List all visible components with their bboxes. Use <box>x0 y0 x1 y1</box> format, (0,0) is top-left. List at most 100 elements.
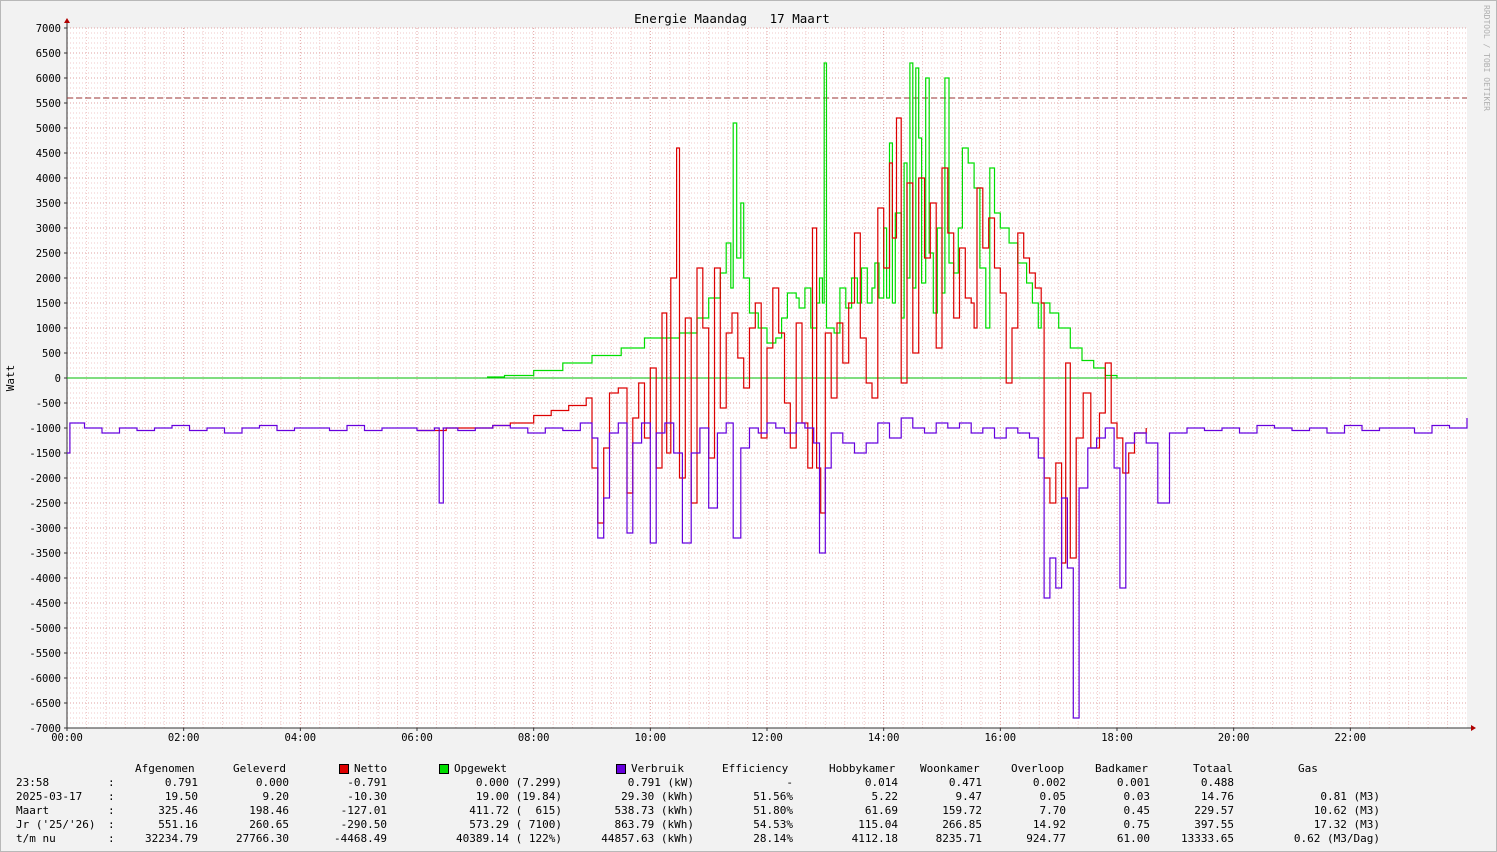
stat-woonkamer: 159.72 <box>942 804 982 817</box>
x-axis-arrow <box>1471 725 1476 731</box>
header-geleverd: Geleverd <box>233 762 286 775</box>
stat-netto: -4468.49 <box>334 832 387 845</box>
stat-netto: -0.791 <box>347 776 387 789</box>
stat-woonkamer: 8235.71 <box>935 832 982 845</box>
stat-opgewekt: 0.000 (7.299) <box>475 776 562 789</box>
stat-totaal: 14.76 <box>1200 790 1234 803</box>
header-gas: Gas <box>1298 762 1318 775</box>
stat-opgewekt: 411.72 ( 615) <box>469 804 562 817</box>
stat-overloop: 0.002 <box>1032 776 1066 789</box>
header-opgewekt: Opgewekt <box>454 762 507 775</box>
y-tick-label: 0 <box>55 373 61 385</box>
stat-woonkamer: 0.471 <box>948 776 982 789</box>
stat-overloop: 0.05 <box>1039 790 1067 803</box>
stat-label: 23:58 <box>16 776 50 789</box>
header-totaal: Totaal <box>1193 762 1233 775</box>
stat-geleverd: 27766.30 <box>236 832 289 845</box>
stat-opgewekt: 573.29 ( 7100) <box>469 818 562 831</box>
stat-woonkamer: 9.47 <box>955 790 983 803</box>
x-tick-label: 14:00 <box>868 732 900 744</box>
stat-opgewekt: 19.00 (19.84) <box>475 790 562 803</box>
header-hobbykamer: Hobbykamer <box>829 762 896 775</box>
y-tick-label: -4000 <box>29 573 61 585</box>
x-tick-label: 22:00 <box>1335 732 1367 744</box>
stat-badkamer: 0.45 <box>1123 804 1151 817</box>
stat-efficiency: 51.56% <box>753 790 793 803</box>
stat-efficiency: 28.14% <box>753 832 793 845</box>
stat-totaal: 229.57 <box>1194 804 1234 817</box>
y-tick-label: 7000 <box>36 23 61 35</box>
y-tick-label: -3000 <box>29 523 61 535</box>
y-tick-label: -2000 <box>29 473 61 485</box>
stat-efficiency: - <box>786 776 793 789</box>
x-tick-label: 10:00 <box>635 732 667 744</box>
y-tick-label: 6000 <box>36 73 61 85</box>
stat-badkamer: 0.75 <box>1123 818 1151 831</box>
stat-sep: : <box>108 832 115 845</box>
y-tick-label: -5000 <box>29 623 61 635</box>
y-tick-label: 2000 <box>36 273 61 285</box>
x-tick-label: 02:00 <box>168 732 200 744</box>
stat-geleverd: 0.000 <box>255 776 289 789</box>
stat-totaal: 13333.65 <box>1181 832 1234 845</box>
stat-gas: 10.62 (M3) <box>1313 804 1380 817</box>
y-tick-label: -2500 <box>29 498 61 510</box>
header-badkamer: Badkamer <box>1095 762 1148 775</box>
stat-afgenomen: 325.46 <box>158 804 198 817</box>
header-verbruik: Verbruik <box>631 762 684 775</box>
y-tick-label: -500 <box>36 398 61 410</box>
stat-label: Jr ('25/'26) <box>16 818 96 831</box>
stats-table: Afgenomen Geleverd Netto Opgewekt Verbru… <box>0 760 1497 852</box>
legend-opgewekt-swatch <box>439 764 449 774</box>
y-axis-arrow <box>64 18 70 23</box>
x-tick-label: 18:00 <box>1101 732 1133 744</box>
stat-hobbykamer: 5.22 <box>871 790 899 803</box>
legend-netto-swatch <box>339 764 349 774</box>
stat-hobbykamer: 61.69 <box>864 804 898 817</box>
y-tick-label: -1500 <box>29 448 61 460</box>
stat-badkamer: 61.00 <box>1116 832 1150 845</box>
y-tick-label: 5000 <box>36 123 61 135</box>
stat-totaal: 397.55 <box>1194 818 1234 831</box>
stat-hobbykamer: 0.014 <box>864 776 898 789</box>
y-axis-label: Watt <box>4 365 17 392</box>
y-tick-label: -7000 <box>29 723 61 735</box>
stat-hobbykamer: 4112.18 <box>851 832 898 845</box>
stat-sep: : <box>108 818 115 831</box>
y-tick-label: 4500 <box>36 148 61 160</box>
y-tick-label: 1500 <box>36 298 61 310</box>
stat-overloop: 14.92 <box>1032 818 1066 831</box>
stat-netto: -127.01 <box>340 804 387 817</box>
header-efficiency: Efficiency <box>722 762 789 775</box>
header-afgenomen: Afgenomen <box>135 762 195 775</box>
y-tick-label: 4000 <box>36 173 61 185</box>
series-netto <box>417 117 1147 564</box>
y-tick-label: 500 <box>42 348 61 360</box>
stat-verbruik: 29.30 (kWh) <box>621 790 694 803</box>
x-tick-label: 12:00 <box>751 732 783 744</box>
y-tick-label: 1000 <box>36 323 61 335</box>
stat-gas: 0.62 (M3/Dag) <box>1293 832 1380 845</box>
stat-badkamer: 0.001 <box>1116 776 1150 789</box>
header-netto: Netto <box>354 762 388 775</box>
y-tick-label: 2500 <box>36 248 61 260</box>
stat-overloop: 924.77 <box>1026 832 1066 845</box>
stat-sep: : <box>108 776 115 789</box>
chart-plot <box>67 62 1468 719</box>
y-tick-label: -3500 <box>29 548 61 560</box>
y-tick-label: -6000 <box>29 673 61 685</box>
chart-title: Energie Maandag 17 Maart <box>634 11 830 26</box>
stat-badkamer: 0.03 <box>1123 790 1151 803</box>
y-tick-label: 6500 <box>36 48 61 60</box>
stat-sep: : <box>108 804 115 817</box>
stat-netto: -10.30 <box>347 790 387 803</box>
stat-netto: -290.50 <box>340 818 387 831</box>
x-tick-label: 06:00 <box>401 732 433 744</box>
stat-afgenomen: 32234.79 <box>145 832 198 845</box>
stat-verbruik: 863.79 (kWh) <box>614 818 694 831</box>
stat-label: 2025-03-17 <box>16 790 83 803</box>
stat-totaal: 0.488 <box>1200 776 1234 789</box>
stat-woonkamer: 266.85 <box>942 818 982 831</box>
x-tick-label: 16:00 <box>985 732 1017 744</box>
stat-verbruik: 0.791 (kW) <box>627 776 694 789</box>
